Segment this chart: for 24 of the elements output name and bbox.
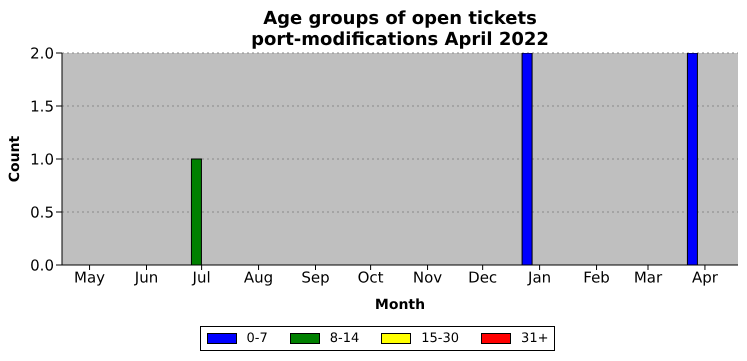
x-tick-label: Dec bbox=[468, 268, 498, 287]
x-tick-label: Aug bbox=[244, 268, 274, 287]
x-tick-label: Mar bbox=[634, 268, 663, 287]
chart-title: Age groups of open tickets port-modifications April 2022 bbox=[250, 8, 550, 50]
legend-label: 8-14 bbox=[330, 331, 360, 346]
x-tick-label: Oct bbox=[358, 268, 384, 287]
y-tick-label: 1.0 bbox=[30, 150, 54, 168]
x-tick-label: May bbox=[74, 268, 106, 287]
y-tick-label: 0.5 bbox=[30, 203, 54, 222]
y-tick-label: 2.0 bbox=[30, 44, 54, 62]
x-axis-title: Month bbox=[374, 297, 426, 313]
legend-label: 15-30 bbox=[421, 331, 460, 346]
x-tick-label: Nov bbox=[412, 268, 442, 287]
y-tick-label: 0.0 bbox=[30, 256, 54, 274]
x-tick-label: Apr bbox=[692, 268, 719, 287]
x-tick-label: Jan bbox=[527, 268, 552, 287]
x-tick-label: Jun bbox=[134, 268, 158, 287]
y-axis-title: Count bbox=[6, 135, 23, 182]
legend-label: 0-7 bbox=[246, 331, 268, 346]
x-tick-label: Jul bbox=[192, 268, 211, 287]
x-tick-label: Feb bbox=[583, 268, 610, 287]
x-tick-label: Sep bbox=[301, 268, 330, 287]
legend-label: 31+ bbox=[521, 331, 548, 346]
y-tick-label: 1.5 bbox=[30, 97, 54, 116]
